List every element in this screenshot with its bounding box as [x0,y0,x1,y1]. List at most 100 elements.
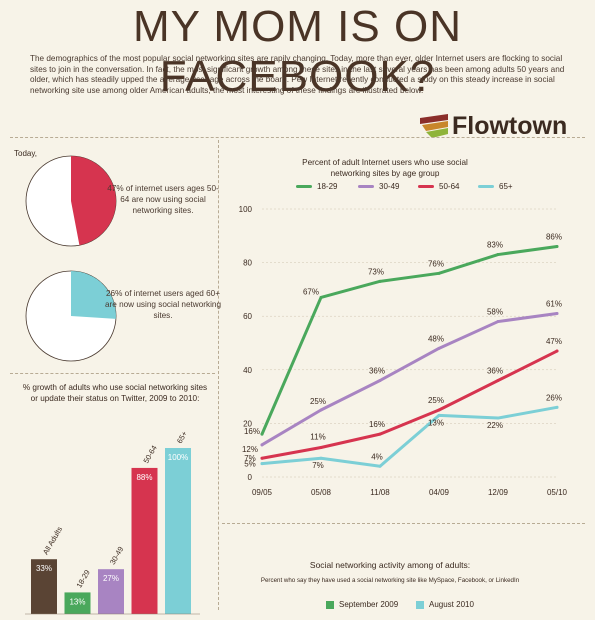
bar-category-label: 18-29 [74,568,91,589]
bar-chart: 33% All Adults 13% 18-29 27% 30-49 88% 50-64 100… [25,429,200,615]
series-65-plus-data-label: 7% [312,461,324,470]
series-50-64-point [260,456,264,460]
series-50-64-line [260,349,559,460]
y-tick-label: 0 [248,473,253,482]
y-tick-label: 40 [243,366,252,375]
legend-30-49: 30-49 [358,182,399,191]
series-50-64-point [378,432,382,436]
bar-category-label: 50-64 [141,444,158,465]
flowtown-logo-icon [420,114,448,138]
legend-september-2009: September 2009 [326,600,398,609]
series-50-64-data-label: 36% [487,367,503,376]
series-18-29-data-label: 76% [428,259,444,268]
legend-august-2010-label: August 2010 [429,600,474,609]
series-30-49-data-label: 58% [487,308,503,317]
legend-september-2009-label: September 2009 [339,600,399,609]
bar-3 [98,569,124,614]
flowtown-logo-text: Flowtown [452,112,568,140]
series-30-49-data-label: 25% [310,397,326,406]
x-tick-label: 11/08 [370,488,390,497]
series-65-plus-line [260,405,559,468]
divider-top [10,137,585,138]
pie-50-64-slice [71,156,116,246]
pie-chart-50-64 [25,155,117,247]
legend-50-64-label: 50-64 [439,182,460,191]
series-18-29-line [260,245,559,436]
series-65-plus-data-label: 22% [487,421,503,430]
legend-30-49-label: 30-49 [379,182,400,191]
pie-chart-60-plus [25,270,117,362]
series-30-49-line [260,312,559,447]
legend-30-49-swatch [358,185,374,188]
x-tick-label: 09/05 [252,488,273,497]
x-tick-label: 05/10 [547,488,568,497]
legend-50-64-swatch [418,185,434,188]
series-18-29-data-label: 73% [368,267,384,276]
legend-18-29-label: 18-29 [317,182,338,191]
series-30-49-data-label: 48% [428,334,444,343]
series-18-29-data-label: 83% [487,241,503,250]
series-18-29-point [496,253,500,257]
series-18-29-point [260,432,264,436]
divider-bottom [222,523,585,524]
bar-value-label: 27% [103,574,119,583]
bottom-section-subtitle: Percent who say they have used a social … [260,577,520,584]
bar-2 [64,592,91,614]
x-tick-label: 05/08 [311,488,332,497]
flowtown-logo: Flowtown [418,112,583,144]
legend-august-2010: August 2010 [416,600,474,609]
legend-september-2009-swatch [326,600,334,609]
bottom-section-title: Social networking activity among of adul… [309,560,471,570]
series-50-64-data-label: 11% [310,433,325,442]
series-18-29-point [437,271,441,275]
bar-1 [31,559,57,614]
series-30-49-point [260,443,264,447]
series-65-plus-data-label: 5% [244,460,256,469]
pie-60-plus-text: 26% of internet users aged 60+ are now u… [104,289,222,320]
series-50-64-data-label: 16% [369,420,385,429]
y-tick-label: 20 [243,419,252,428]
series-65-plus-data-label: 4% [371,452,383,461]
series-30-49-point [496,320,500,324]
series-65-plus-data-label: 26% [546,393,562,402]
legend-65-plus-label: 65+ [499,182,513,191]
series-65-plus-point [437,413,441,417]
y-tick-label: 100 [239,205,253,214]
bar-value-label: 88% [136,473,152,482]
series-50-64-point [319,446,323,450]
divider-vertical [218,140,219,610]
series-65-plus-point [319,456,323,460]
x-tick-label: 04/09 [429,488,450,497]
bar-category-label: All Adults [41,525,64,556]
bar-value-label: 100% [168,453,188,462]
series-50-64-data-label: 7% [244,454,256,463]
page-title: MY MOM IS ON FACEBOOK? [133,2,462,101]
legend-65-plus: 65+ [478,182,513,191]
legend-august-2010-swatch [416,600,424,609]
series-50-64-point [496,379,500,383]
legend-50-64: 50-64 [418,182,459,191]
series-30-49-data-label: 36% [369,367,385,376]
series-30-49-data-label: 12% [242,445,258,454]
series-50-64-data-label: 47% [546,337,562,346]
legend-65-plus-swatch [478,185,494,188]
series-30-49-data-label: 61% [546,300,562,309]
line-chart-title: Percent of adult Internet users who use … [302,158,468,178]
series-18-29-data-label: 86% [546,233,562,242]
y-tick-label: 60 [243,312,252,321]
bar-4 [131,467,158,614]
series-65-plus-data-label: 13% [428,418,444,427]
x-tick-label: 12/09 [488,488,509,497]
series-65-plus-point [496,416,500,420]
series-30-49-point [437,346,441,350]
series-65-plus-point [555,405,559,409]
legend-18-29: 18-29 [296,182,337,191]
divider-left [10,373,215,374]
y-tick-label: 80 [243,259,252,268]
bar-value-label: 33% [36,564,52,573]
series-30-49-point [555,312,559,316]
series-65-plus-point [378,464,382,468]
series-50-64-data-label: 25% [428,396,444,405]
series-50-64-point [437,408,441,412]
series-18-29-point [378,279,382,283]
